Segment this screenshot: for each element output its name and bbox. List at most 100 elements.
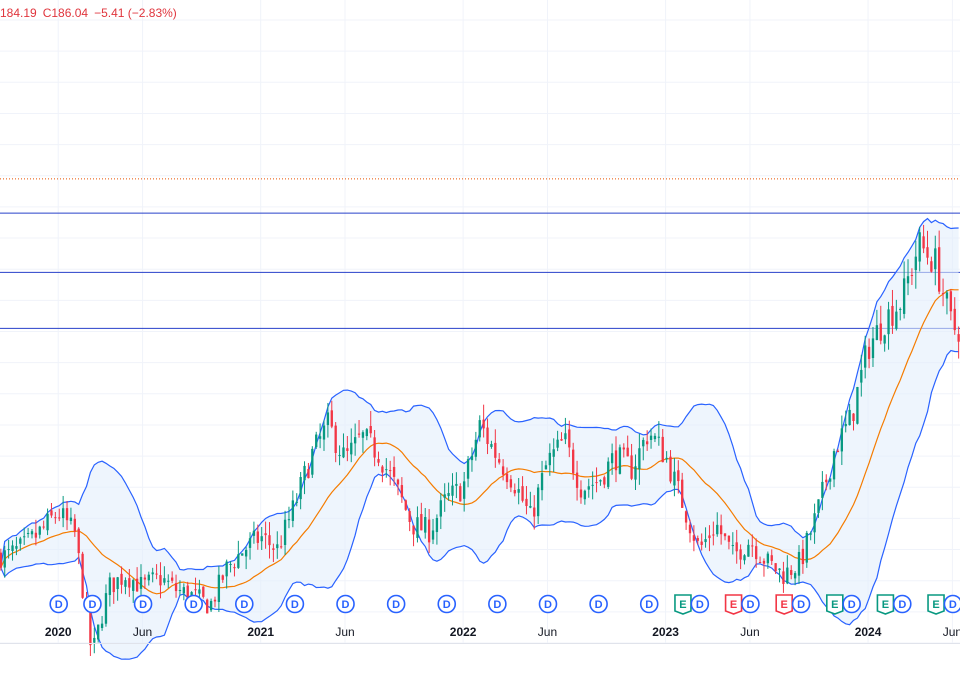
candle[interactable] (439, 493, 442, 530)
candle[interactable] (61, 495, 65, 528)
candle[interactable] (840, 415, 843, 466)
earnings-marker[interactable]: E (826, 594, 844, 615)
candle[interactable] (766, 551, 770, 569)
candle[interactable] (143, 574, 147, 589)
candle[interactable] (614, 436, 618, 483)
candle[interactable] (867, 338, 871, 369)
candle[interactable] (836, 449, 840, 453)
candle[interactable] (649, 428, 653, 449)
candle[interactable] (731, 532, 734, 555)
candle[interactable] (209, 598, 213, 612)
candle[interactable] (334, 422, 337, 463)
candle[interactable] (618, 444, 622, 475)
candle[interactable] (217, 566, 221, 612)
candle[interactable] (501, 459, 505, 481)
candle[interactable] (3, 545, 6, 578)
candle[interactable] (81, 551, 84, 599)
candle[interactable] (326, 402, 330, 438)
candle[interactable] (478, 415, 481, 442)
candle[interactable] (174, 574, 178, 598)
candle[interactable] (879, 305, 882, 345)
candle[interactable] (124, 577, 127, 595)
candle[interactable] (369, 410, 372, 438)
candle[interactable] (93, 627, 96, 654)
candle[interactable] (692, 525, 696, 552)
candle[interactable] (828, 478, 832, 490)
candle[interactable] (848, 403, 851, 426)
candle[interactable] (599, 479, 602, 486)
dividend-marker[interactable]: D (639, 594, 659, 614)
candle[interactable] (910, 268, 914, 286)
candle[interactable] (256, 524, 259, 550)
candle[interactable] (525, 486, 528, 515)
candle[interactable] (568, 420, 571, 458)
candle[interactable] (934, 235, 937, 286)
candle[interactable] (673, 457, 676, 497)
candle[interactable] (509, 475, 513, 493)
candle[interactable] (206, 598, 209, 614)
candle[interactable] (786, 555, 789, 585)
candle[interactable] (244, 546, 248, 570)
candle[interactable] (727, 535, 731, 550)
earnings-marker[interactable]: E (724, 594, 743, 615)
candle[interactable] (610, 443, 614, 475)
candle[interactable] (552, 438, 555, 473)
candle[interactable] (34, 519, 38, 546)
candle[interactable] (883, 334, 886, 352)
candle[interactable] (385, 458, 388, 478)
candle[interactable] (548, 443, 551, 476)
candle[interactable] (708, 525, 711, 552)
candle[interactable] (809, 531, 812, 541)
candle[interactable] (895, 299, 898, 331)
candle[interactable] (412, 525, 415, 547)
candle[interactable] (30, 529, 34, 539)
candle[interactable] (941, 278, 945, 307)
candle[interactable] (303, 461, 306, 495)
candle[interactable] (653, 433, 657, 443)
candle[interactable] (529, 491, 532, 509)
candle[interactable] (906, 259, 910, 296)
candle[interactable] (758, 556, 762, 564)
dividend-marker[interactable]: D (741, 594, 760, 614)
candle[interactable] (638, 433, 641, 485)
candle[interactable] (622, 443, 625, 458)
dividend-marker[interactable]: D (892, 594, 912, 614)
candle[interactable] (801, 539, 805, 574)
candle[interactable] (38, 525, 41, 539)
candle[interactable] (276, 531, 279, 559)
candle[interactable] (299, 471, 302, 510)
candle[interactable] (805, 530, 808, 568)
candle[interactable] (104, 584, 108, 627)
candle[interactable] (513, 483, 516, 497)
candle[interactable] (957, 326, 960, 359)
dividend-marker[interactable]: D (386, 594, 406, 614)
candle[interactable] (116, 576, 119, 601)
candle[interactable] (447, 482, 450, 501)
candle[interactable] (287, 506, 291, 529)
candle[interactable] (902, 261, 906, 319)
candle[interactable] (470, 447, 474, 472)
candle[interactable] (50, 503, 53, 518)
horizontal-lines[interactable] (0, 178, 960, 329)
candle[interactable] (435, 514, 439, 545)
candle[interactable] (813, 503, 816, 544)
candle[interactable] (899, 307, 902, 321)
candle[interactable] (65, 500, 69, 530)
candle[interactable] (225, 559, 228, 589)
candle[interactable] (408, 508, 411, 532)
candle[interactable] (466, 455, 470, 488)
candle[interactable] (603, 475, 606, 489)
candle[interactable] (494, 429, 497, 468)
candle[interactable] (46, 508, 49, 536)
candle[interactable] (389, 460, 392, 486)
candle[interactable] (755, 538, 758, 568)
candle[interactable] (700, 533, 703, 551)
candle[interactable] (572, 442, 575, 480)
candle[interactable] (774, 563, 777, 575)
candle[interactable] (182, 583, 186, 601)
candle[interactable] (634, 454, 637, 491)
candle[interactable] (353, 423, 357, 456)
candle[interactable] (560, 432, 563, 441)
